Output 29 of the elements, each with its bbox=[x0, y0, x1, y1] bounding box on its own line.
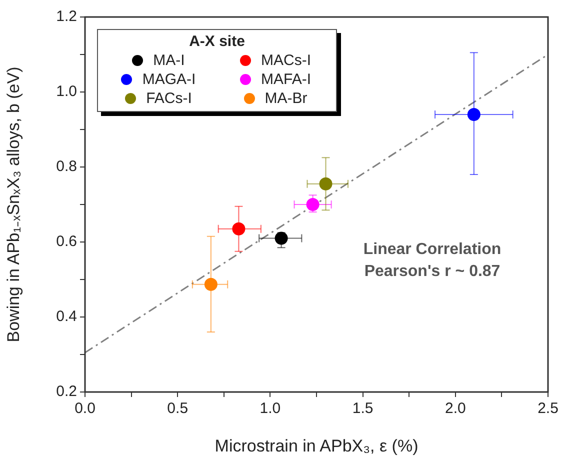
y-tick-label: 0.4 bbox=[56, 308, 77, 326]
point bbox=[204, 278, 218, 291]
x-tick-label: 0.0 bbox=[74, 400, 96, 418]
point bbox=[306, 198, 320, 211]
annotation: Linear Correlation bbox=[363, 240, 502, 258]
y-axis-title: Bowing in APb₁₋ₓSnₓX₃ alloys, b (eV) bbox=[4, 66, 23, 342]
x-tick-label: 0.5 bbox=[167, 400, 188, 418]
x-tick-label: 2.5 bbox=[538, 400, 558, 418]
legend-label: MAGA-I bbox=[142, 71, 196, 88]
legend-label: MA-I bbox=[153, 52, 185, 69]
legend-title: A-X site bbox=[188, 33, 246, 50]
annotation: Pearson's r ~ 0.87 bbox=[364, 262, 500, 280]
x-tick-label: 2.0 bbox=[444, 400, 466, 418]
point bbox=[232, 222, 246, 236]
y-tick-label: 0.2 bbox=[56, 383, 77, 400]
point bbox=[467, 108, 480, 121]
y-tick-label: 1.2 bbox=[56, 8, 77, 26]
point bbox=[274, 232, 288, 245]
y-tick-label: 1.0 bbox=[56, 83, 77, 100]
point bbox=[319, 177, 332, 190]
y-tick-label: 0.8 bbox=[56, 158, 77, 176]
x-tick-label: 1.0 bbox=[260, 400, 281, 418]
x-tick-label: 1.5 bbox=[352, 400, 374, 418]
y-tick-label: 0.6 bbox=[56, 233, 77, 250]
legend-label: MAFA-I bbox=[260, 71, 311, 88]
legend-label: MACs-I bbox=[261, 52, 311, 69]
legend-label: FACs-I bbox=[146, 90, 192, 107]
x-axis-title: Microstrain in APbX₃, ε (%) bbox=[214, 436, 418, 456]
legend-label: MA-Br bbox=[264, 90, 308, 107]
